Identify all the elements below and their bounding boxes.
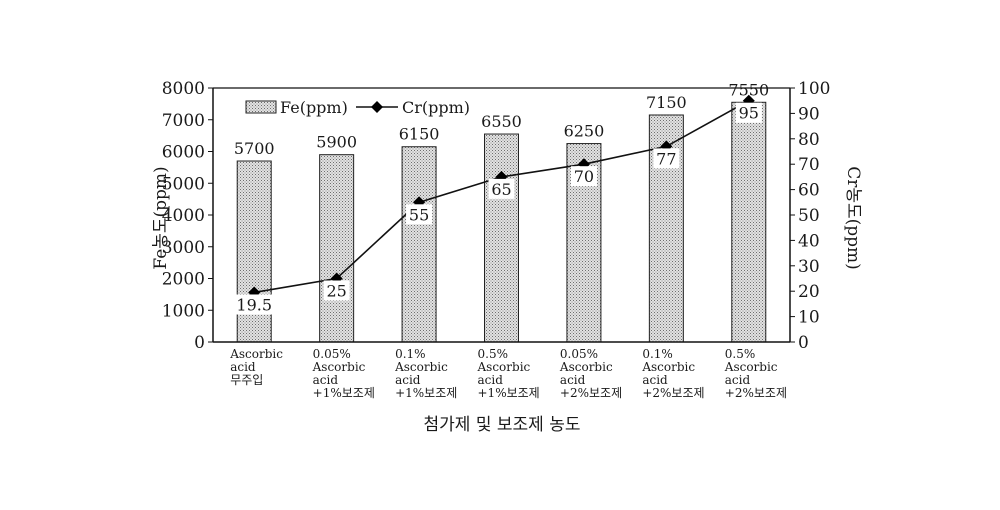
x-category-label: 0.05%Ascorbicacid+1%보조제 [312,347,375,400]
x-category-line: Ascorbic [559,360,613,374]
x-category-line: acid [560,373,586,387]
fe-bar [320,155,354,342]
x-category-line: +2%보조제 [560,386,622,400]
cr-value-label: 70 [574,167,594,186]
x-axis-title: 첨가제 및 보조제 농도 [424,415,581,435]
right-tick-label: 50 [798,206,820,226]
x-category-line: +1%보조제 [313,386,375,400]
left-tick-label: 0 [194,333,205,353]
x-category-line: 0.5% [478,347,509,361]
x-category-line: Ascorbic [641,360,695,374]
left-tick-label: 6000 [162,143,205,163]
fe-value-label: 7550 [728,80,769,99]
right-tick-label: 0 [798,333,809,353]
right-tick-label: 20 [798,282,820,302]
fe-value-label: 7150 [646,93,687,112]
x-category-label: 0.1%Ascorbicacid+2%보조제 [641,347,704,400]
legend-fe-label: Fe(ppm) [280,98,348,117]
x-category-label: Ascorbicacid무주입 [229,347,283,387]
right-tick-label: 60 [798,181,820,201]
right-tick-label: 30 [798,257,820,277]
x-category-line: acid [725,373,751,387]
x-category-line: +2%보조제 [725,386,787,400]
legend-cr-marker [371,101,383,113]
cr-value-label: 95 [739,104,759,123]
x-category-line: Ascorbic [477,360,531,374]
x-category-label: 0.5%Ascorbicacid+1%보조제 [477,347,540,400]
cr-value-label: 65 [491,180,511,199]
x-category-line: Ascorbic [229,347,283,361]
right-tick-label: 80 [798,130,820,150]
x-category-line: 0.1% [642,347,673,361]
fe-bar [402,147,436,342]
right-tick-label: 100 [798,79,830,99]
left-tick-label: 1000 [162,301,205,321]
left-tick-label: 8000 [162,79,205,99]
x-category-line: 0.5% [725,347,756,361]
cr-value-label: 25 [326,282,346,301]
x-category-line: Ascorbic [312,360,366,374]
x-category-line: Ascorbic [724,360,778,374]
x-category-label: 0.5%Ascorbicacid+2%보조제 [724,347,787,400]
x-category-line: acid [642,373,668,387]
x-category-label: 0.1%Ascorbicacid+1%보조제 [394,347,457,400]
legend-cr-label: Cr(ppm) [402,98,470,117]
x-category-line: acid [230,360,256,374]
fe-value-label: 6550 [481,112,522,131]
fe-value-label: 6150 [399,125,440,144]
cr-value-label: 55 [409,205,429,224]
fe-bar [237,161,271,342]
cr-value-label: 19.5 [236,295,272,314]
fe-value-label: 5900 [316,133,357,152]
legend: Fe(ppm) Cr(ppm) [246,98,470,117]
x-category-label: 0.05%Ascorbicacid+2%보조제 [559,347,622,400]
fe-bar [485,134,519,342]
x-category-line: 0.05% [313,347,351,361]
right-tick-label: 40 [798,231,820,251]
right-tick-label: 90 [798,104,820,124]
x-category-line: +1%보조제 [478,386,540,400]
x-category-line: 무주입 [230,373,263,387]
left-tick-label: 2000 [162,270,205,290]
x-category-line: 0.1% [395,347,426,361]
x-category-line: acid [395,373,421,387]
right-tick-label: 10 [798,308,820,328]
cr-value-label: 77 [656,149,676,168]
x-category-line: acid [478,373,504,387]
fe-value-label: 6250 [564,122,605,141]
right-tick-label: 70 [798,155,820,175]
fe-value-label: 5700 [234,139,275,158]
right-axis-title: Cr농도(ppm) [843,166,863,270]
left-tick-label: 7000 [162,111,205,131]
x-category-line: +1%보조제 [395,386,457,400]
x-category-line: +2%보조제 [642,386,704,400]
left-axis-title: Fe농도(ppm) [151,166,171,269]
x-category-line: acid [313,373,339,387]
x-category-line: Ascorbic [394,360,448,374]
fe-bar [732,102,766,342]
legend-fe-swatch [246,101,276,113]
x-category-line: 0.05% [560,347,598,361]
